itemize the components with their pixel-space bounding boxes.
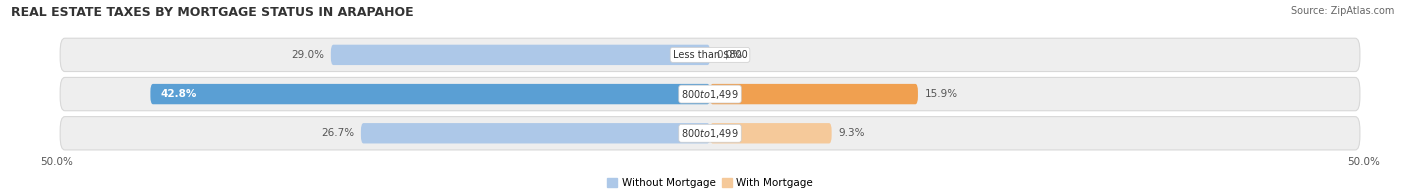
Text: Less than $800: Less than $800: [672, 50, 748, 60]
Text: $800 to $1,499: $800 to $1,499: [682, 127, 738, 140]
Text: 9.3%: 9.3%: [838, 128, 865, 138]
FancyBboxPatch shape: [60, 77, 1360, 111]
Text: REAL ESTATE TAXES BY MORTGAGE STATUS IN ARAPAHOE: REAL ESTATE TAXES BY MORTGAGE STATUS IN …: [11, 6, 413, 19]
Legend: Without Mortgage, With Mortgage: Without Mortgage, With Mortgage: [603, 174, 817, 192]
Text: 0.0%: 0.0%: [717, 50, 742, 60]
FancyBboxPatch shape: [710, 84, 918, 104]
Text: $800 to $1,499: $800 to $1,499: [682, 88, 738, 101]
Text: Source: ZipAtlas.com: Source: ZipAtlas.com: [1291, 6, 1395, 16]
FancyBboxPatch shape: [330, 45, 710, 65]
FancyBboxPatch shape: [150, 84, 710, 104]
FancyBboxPatch shape: [710, 123, 831, 143]
Text: 29.0%: 29.0%: [291, 50, 325, 60]
Text: 26.7%: 26.7%: [321, 128, 354, 138]
FancyBboxPatch shape: [361, 123, 710, 143]
FancyBboxPatch shape: [60, 38, 1360, 72]
Text: 15.9%: 15.9%: [925, 89, 957, 99]
Text: 42.8%: 42.8%: [160, 89, 197, 99]
FancyBboxPatch shape: [60, 117, 1360, 150]
